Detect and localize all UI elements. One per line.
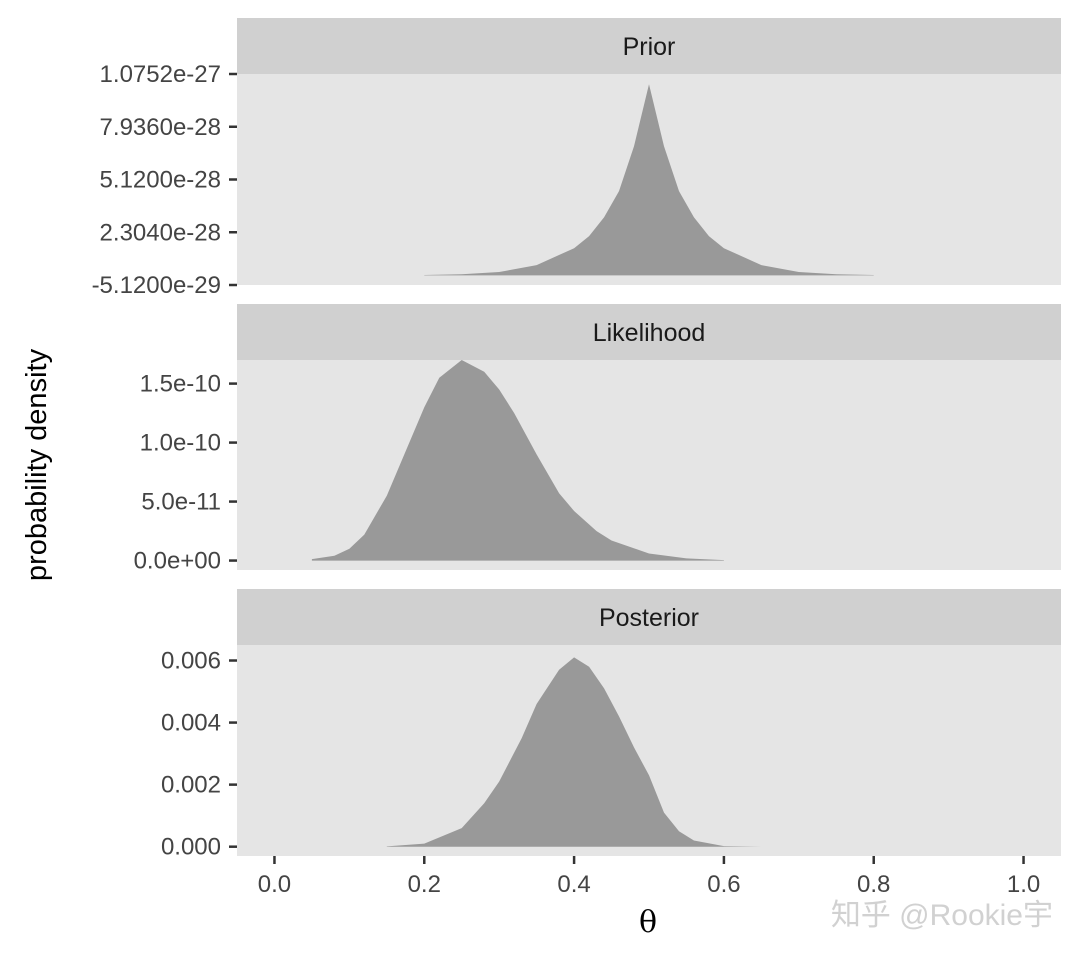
panel-posterior: Posterior 0.000 0.002 0.004 0.006: [161, 589, 1061, 861]
strip-prior: [237, 18, 1061, 74]
x-tick-label: 0.6: [707, 871, 740, 898]
y-tick-label-likelihood: 1.5e-10: [140, 371, 221, 398]
y-tick-label-posterior: 0.000: [161, 834, 221, 861]
strip-likelihood: [237, 304, 1061, 360]
density-area-likelihood: [311, 360, 724, 561]
y-tick-label-prior: 2.3040e-28: [100, 219, 221, 246]
strip-label-prior: Prior: [623, 33, 676, 61]
y-tick-label-prior: -5.1200e-29: [92, 272, 221, 299]
x-tick-label: 0.4: [557, 871, 590, 898]
y-tick-label-posterior: 0.006: [161, 648, 221, 675]
panel-likelihood: Likelihood 0.0e+00 5.0e-11 1.0e-10 1.5e-10: [134, 304, 1061, 575]
x-tick-label: 0.8: [857, 871, 890, 898]
y-tick-label-posterior: 0.002: [161, 772, 221, 799]
y-tick-label-prior: 5.1200e-28: [100, 167, 221, 194]
y-tick-label-likelihood: 5.0e-11: [141, 489, 221, 516]
y-tick-label-likelihood: 1.0e-10: [140, 430, 221, 457]
x-tick-label: 0.0: [258, 871, 291, 898]
panel-prior: Prior -5.1200e-29 2.3040e-28 5.1200e-28 7.93…: [92, 18, 1061, 299]
y-tick-label-posterior: 0.004: [161, 710, 221, 737]
density-area-posterior: [386, 657, 762, 847]
x-tick-label: 1.0: [1007, 871, 1040, 898]
x-axis: 0.0 0.2 0.4 0.6 0.8 1.0: [258, 856, 1040, 898]
strip-posterior: [237, 589, 1061, 645]
watermark-text: 知乎 @Rookie宇: [831, 899, 1053, 932]
y-tick-label-likelihood: 0.0e+00: [134, 548, 221, 575]
strip-label-likelihood: Likelihood: [593, 319, 706, 347]
x-tick-label: 0.2: [408, 871, 441, 898]
strip-label-posterior: Posterior: [599, 604, 699, 632]
y-tick-label-prior: 7.9360e-28: [100, 114, 221, 141]
y-axis-title: probability density: [21, 348, 53, 581]
panels-layer: Prior -5.1200e-29 2.3040e-28 5.1200e-28 7.93…: [92, 18, 1061, 861]
x-axis-title: θ: [639, 905, 657, 940]
density-area-prior: [424, 84, 874, 276]
y-tick-label-prior: 1.0752e-27: [100, 61, 221, 88]
